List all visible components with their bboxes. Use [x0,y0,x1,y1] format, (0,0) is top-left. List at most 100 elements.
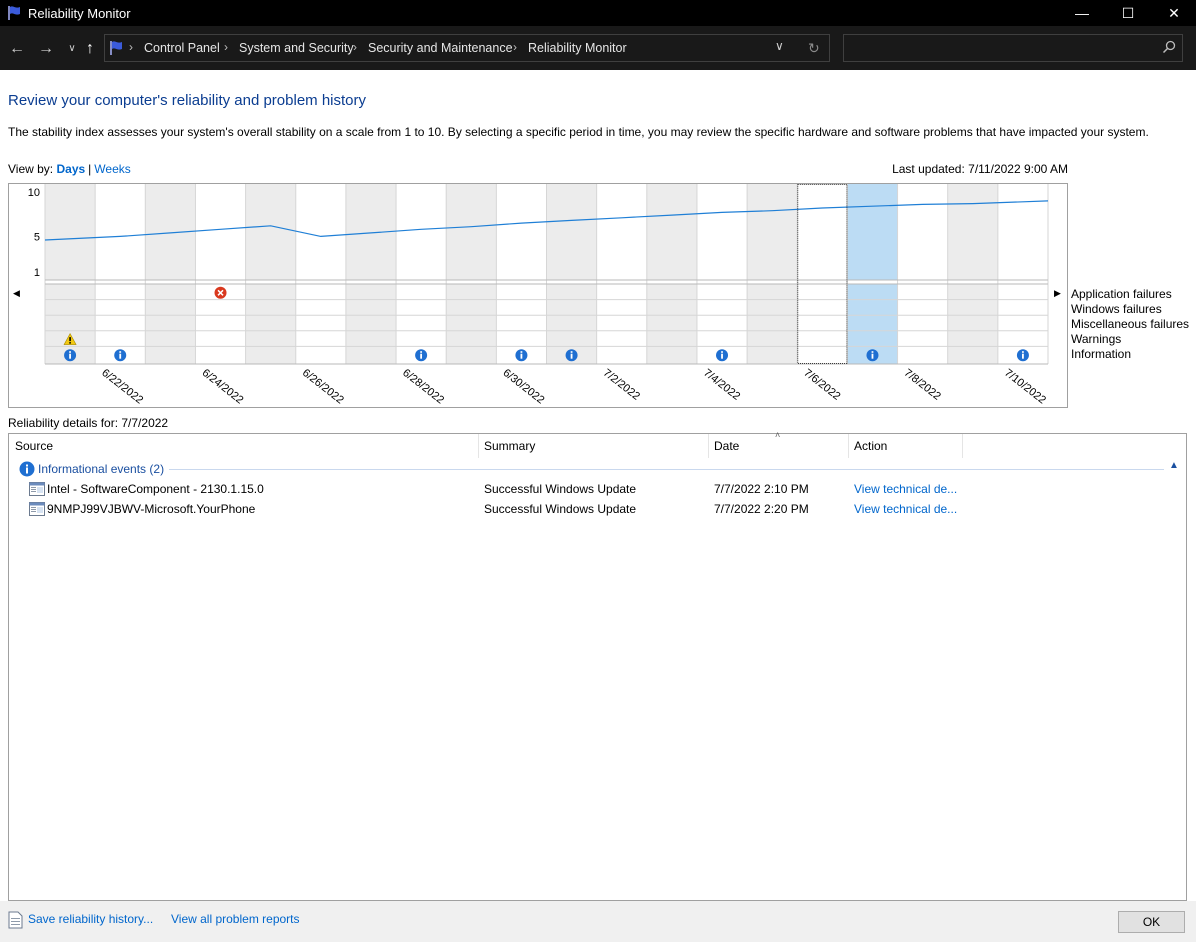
x-axis-date-label: 6/28/2022 [400,367,446,407]
view-all-problem-reports-link[interactable]: View all problem reports [171,912,300,926]
y-tick-label: 5 [34,231,40,243]
info-event-icon [721,351,723,353]
breadcrumb-reliability-monitor[interactable]: Reliability Monitor [528,41,627,55]
info-event-icon [119,351,122,353]
view-days-link[interactable]: Days [56,162,86,176]
view-technical-details-link[interactable]: View technical de... [854,482,958,496]
day-column-top[interactable] [396,184,447,280]
column-divider[interactable] [708,434,709,458]
breadcrumb-security-and-maintenance[interactable]: Security and Maintenance [368,41,513,55]
breadcrumb-control-panel[interactable]: Control Panel [144,41,220,55]
day-column-top[interactable] [245,184,296,280]
breadcrumb-separator-icon[interactable]: › [224,40,228,54]
stability-index-line [44,200,1049,241]
cell-date: 7/7/2022 2:10 PM [714,482,809,496]
day-column-bottom[interactable] [295,284,346,364]
day-column-top[interactable] [496,184,547,280]
day-column-top[interactable] [596,184,647,280]
details-table: ˄ Source Summary Date Action Information… [8,430,1187,901]
day-column-top[interactable] [295,184,346,280]
save-reliability-history-link[interactable]: Save reliability history... [28,912,154,926]
minimize-button[interactable]: — [1075,5,1089,21]
column-header-summary[interactable]: Summary [484,439,536,453]
day-column-top[interactable] [45,184,96,280]
forward-arrow-icon[interactable]: → [38,40,54,57]
save-document-icon [8,911,23,929]
info-event-icon [420,353,423,359]
x-axis-date-label: 6/30/2022 [501,367,547,407]
day-column-top[interactable] [847,184,898,280]
day-column-top[interactable] [446,184,497,280]
cell-date: 7/7/2022 2:20 PM [714,502,809,516]
address-dropdown-icon[interactable]: ∨ [775,39,784,53]
day-column-bottom[interactable] [747,284,798,364]
column-divider[interactable] [962,434,963,458]
search-box[interactable] [843,34,1183,62]
refresh-icon[interactable]: ↻ [808,40,820,56]
back-arrow-icon[interactable]: ← [9,40,25,57]
column-divider[interactable] [848,434,849,458]
day-column-bottom[interactable] [145,284,196,364]
collapse-chevron-icon[interactable]: ▲ [1169,460,1179,471]
day-column-top[interactable] [797,184,848,280]
title-bar: Reliability Monitor — ☐ ✕ [0,0,1196,26]
view-technical-details-link[interactable]: View technical de... [854,502,958,516]
footer: Save reliability history... View all pro… [0,901,1196,942]
x-axis-date-label: 6/22/2022 [99,367,145,407]
address-toolbar: ← → ∨ ↑ › Control Panel › System and Sec… [0,26,1196,70]
day-column-bottom[interactable] [797,284,848,364]
address-bar[interactable]: › Control Panel › System and Security › … [104,34,830,62]
breadcrumb-separator-icon[interactable]: › [513,40,517,54]
legend-information: Information [1071,347,1132,361]
search-input[interactable] [848,38,1148,58]
x-axis-date-label: 7/10/2022 [1002,367,1048,407]
day-column-top[interactable] [747,184,798,280]
group-informational-events[interactable]: Informational events (2) ▲ [19,460,1179,477]
day-column-top[interactable] [897,184,948,280]
y-tick-label: 1 [34,267,40,279]
reliability-chart-svg[interactable]: 10 5 1 6/22/2022 6/24/2022 6/26/2022 6/28/2022… [9,184,1067,407]
day-column-bottom[interactable] [897,284,948,364]
column-header-date[interactable]: Date [714,439,740,453]
column-header-source[interactable]: Source [15,439,54,453]
day-column-bottom[interactable] [947,284,998,364]
day-column-bottom[interactable] [446,284,497,364]
ok-button[interactable]: OK [1118,911,1185,933]
info-event-icon [520,353,523,359]
day-column-top[interactable] [947,184,998,280]
scroll-right-arrow-icon[interactable]: ▶ [1054,288,1061,298]
reliability-details-label: Reliability details for: 7/7/2022 [8,416,169,430]
day-column-top[interactable] [997,184,1048,280]
recent-locations-chevron-icon[interactable]: ∨ [68,43,76,54]
day-column-bottom[interactable] [646,284,697,364]
maximize-button[interactable]: ☐ [1121,5,1135,21]
day-column-top[interactable] [546,184,597,280]
scroll-left-arrow-icon[interactable]: ◀ [13,288,20,298]
info-event-icon [69,353,71,359]
cell-summary: Successful Windows Update [484,502,637,516]
column-divider[interactable] [478,434,479,458]
warning-event-icon [69,337,71,342]
cell-source: 9NMPJ99VJBWV-Microsoft.YourPhone [47,502,256,516]
table-row[interactable]: 9NMPJ99VJBWV-Microsoft.YourPhone Success… [9,500,1186,520]
day-column-top[interactable] [696,184,748,280]
day-column-bottom[interactable] [345,284,397,364]
view-separator: | [88,162,92,176]
day-column-top[interactable] [646,184,697,280]
info-event-icon [420,351,423,353]
breadcrumb-system-and-security[interactable]: System and Security [239,41,354,55]
view-by-label: View by: [8,162,54,176]
day-column-top[interactable] [95,184,146,280]
legend-warnings: Warnings [1071,332,1122,346]
table-row[interactable]: Intel - SoftwareComponent - 2130.1.15.0 … [9,480,1186,500]
view-weeks-link[interactable]: Weeks [94,162,131,176]
day-column-bottom[interactable] [245,284,296,364]
up-arrow-icon[interactable]: ↑ [86,40,94,57]
day-column-top[interactable] [195,184,246,280]
breadcrumb-separator-icon[interactable]: › [353,40,357,54]
day-column-bottom[interactable] [596,284,647,364]
reliability-chart[interactable]: 10 5 1 6/22/2022 6/24/2022 6/26/2022 6/28/2022… [8,183,1068,408]
close-button[interactable]: ✕ [1168,5,1180,21]
search-icon[interactable] [1162,40,1176,54]
column-header-action[interactable]: Action [854,439,888,453]
